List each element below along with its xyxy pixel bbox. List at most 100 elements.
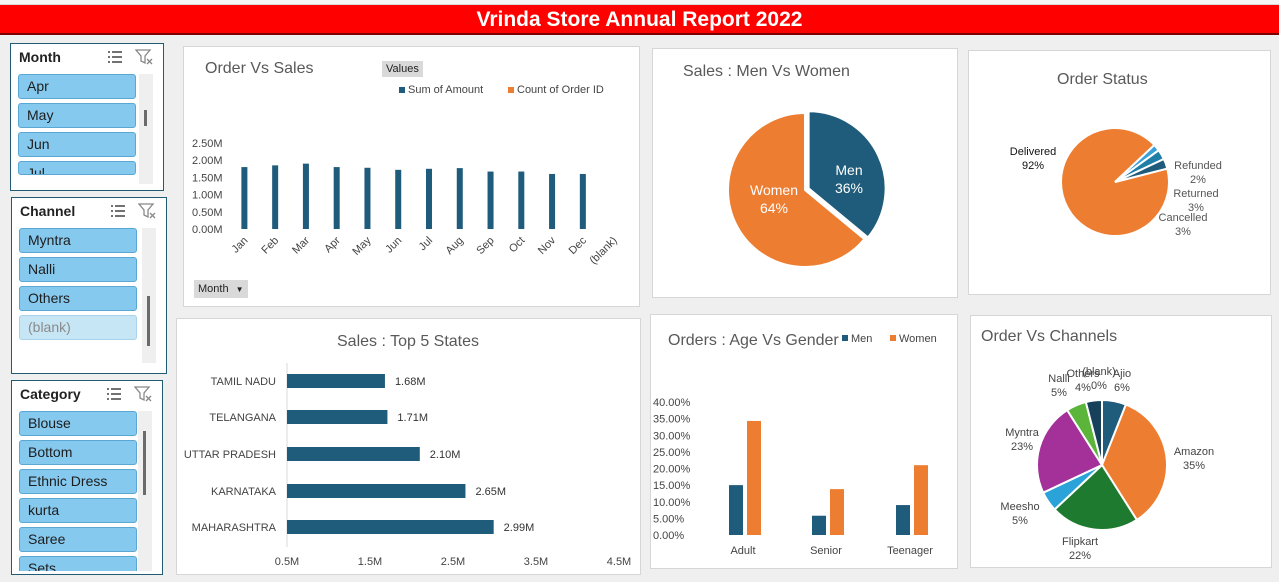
pie-slice	[1036, 408, 1104, 495]
x-tick-label: Senior	[810, 545, 842, 557]
y-tick-label: 1.50M	[192, 172, 223, 184]
slicer-item-ethnic-dress[interactable]: Ethnic Dress	[19, 469, 137, 494]
slicer-scrollbar[interactable]	[139, 74, 153, 184]
slice-label: Others	[1066, 368, 1100, 380]
x-tick-label: Sep	[474, 235, 496, 257]
legend-swatch	[890, 335, 896, 341]
slicer-item-blouse[interactable]: Blouse	[19, 411, 137, 436]
scroll-thumb[interactable]	[143, 431, 146, 495]
month-field-label: Month	[198, 283, 229, 295]
slice-label: (blank)	[1082, 366, 1116, 378]
pie-slice	[727, 111, 866, 268]
clear-filter-icon[interactable]	[135, 49, 153, 65]
data-label: 2.10M	[430, 449, 461, 461]
bar	[241, 167, 248, 229]
clear-filter-icon[interactable]	[134, 386, 152, 402]
slicer-item-jul[interactable]: Jul	[18, 161, 136, 175]
y-tick-label: 15.00%	[653, 480, 691, 492]
report-title: Vrinda Store Annual Report 2022	[0, 5, 1279, 35]
legend-label: Sum of Amount	[408, 84, 483, 96]
y-tick-label: 0.00M	[192, 224, 223, 236]
scroll-thumb[interactable]	[147, 296, 150, 346]
slicer-item-may[interactable]: May	[18, 103, 136, 128]
slice-value: 0%	[1091, 380, 1107, 392]
data-label: 1.71M	[397, 412, 428, 424]
bar	[518, 171, 525, 229]
top-states-panel: Sales : Top 5 States TAMIL NADU 1.68M TELA…	[176, 318, 641, 575]
x-tick-label: Aug	[444, 235, 466, 257]
slicer-item-nalli[interactable]: Nalli	[19, 257, 137, 282]
slice-value: 23%	[1011, 441, 1033, 453]
slice-value: 4%	[1075, 382, 1091, 394]
pie-slice	[1100, 403, 1168, 522]
bar	[487, 171, 494, 229]
bar	[287, 484, 466, 498]
bar	[729, 485, 743, 535]
chart-title: Order Vs Sales	[205, 60, 314, 77]
slice-value: 2%	[1190, 174, 1206, 186]
x-tick-label: 1.5M	[358, 556, 382, 568]
order-vs-sales-panel: Order Vs Sales Values Sum of Amount Count…	[183, 46, 640, 307]
slicer-item-jun[interactable]: Jun	[18, 132, 136, 157]
slice-value: 92%	[1022, 160, 1044, 172]
x-tick-label: Dec	[567, 234, 590, 257]
order-status-panel: Order Status Delivered 92% Refunded 2% Retur…	[968, 50, 1271, 295]
x-tick-label: (blank)	[587, 235, 619, 267]
slice-label: Cancelled	[1159, 212, 1208, 224]
slice-label: Women	[750, 182, 798, 198]
bar	[364, 167, 371, 229]
bar	[812, 515, 826, 535]
slicer-item-myntra[interactable]: Myntra	[19, 228, 137, 253]
bar	[747, 420, 761, 535]
x-tick-label: Jan	[229, 235, 250, 256]
slice-value: 3%	[1175, 226, 1191, 238]
y-tick-label: 0.00%	[653, 530, 684, 542]
slicer-scrollbar[interactable]	[138, 411, 152, 571]
slice-value: 35%	[1183, 460, 1205, 472]
bar	[333, 167, 340, 229]
slice-label: Amazon	[1174, 446, 1214, 458]
slicer-items: Blouse Bottom Ethnic Dress kurta Saree S…	[19, 411, 137, 571]
slice-label: Ajio	[1113, 368, 1131, 380]
sheet-grid-strip	[0, 0, 1279, 5]
x-tick-label: Jul	[417, 235, 435, 253]
bar	[272, 165, 279, 229]
slicer-item-sets[interactable]: Sets	[19, 556, 137, 571]
clear-filter-icon[interactable]	[138, 203, 156, 219]
category-label: MAHARASHTRA	[192, 522, 277, 534]
slicer-scrollbar[interactable]	[142, 228, 156, 363]
scroll-thumb[interactable]	[144, 110, 147, 126]
slicer-item-others[interactable]: Others	[19, 286, 137, 311]
x-tick-label: Adult	[730, 545, 755, 557]
channel-slicer: Channel Myntra Nalli Others (blank)	[11, 197, 167, 374]
pie-slice	[807, 110, 887, 239]
slicer-item-kurta[interactable]: kurta	[19, 498, 137, 523]
slicer-item-saree[interactable]: Saree	[19, 527, 137, 552]
dropdown-arrow-icon: ▼	[235, 285, 244, 294]
x-tick-label: 3.5M	[524, 556, 548, 568]
pie-slice	[1114, 157, 1169, 183]
order-channels-pie: Ajio 6% Amazon 35% Flipkart 22% Meesho 5% Myntra…	[1000, 366, 1214, 562]
age-gender-chart: Men Women 0.00% 5.00% 10.00% 15.00% 20.00% 25.0…	[653, 333, 937, 557]
x-tick-label: Oct	[507, 235, 528, 256]
slice-label: Meesho	[1000, 501, 1039, 513]
slice-value: 5%	[1012, 515, 1028, 527]
slice-value: 36%	[835, 180, 863, 196]
x-tick-label: Teenager	[887, 545, 933, 557]
values-field-button[interactable]: Values	[382, 61, 423, 77]
legend-label: Women	[899, 333, 937, 345]
top-states-chart: TAMIL NADU 1.68M TELANGANA 1.71M UTTAR PRADE…	[184, 363, 631, 568]
slicer-item-blank[interactable]: (blank)	[19, 315, 137, 340]
data-label: 2.99M	[504, 522, 535, 534]
slicer-item-bottom[interactable]: Bottom	[19, 440, 137, 465]
y-tick-label: 35.00%	[653, 414, 691, 426]
x-tick-label: 4.5M	[607, 556, 631, 568]
sales-gender-panel: Sales : Men Vs Women Men 36% Women 64%	[652, 48, 958, 298]
multi-select-icon[interactable]	[106, 387, 122, 401]
month-field-button[interactable]: Month ▼	[194, 280, 248, 298]
slicer-item-apr[interactable]: Apr	[18, 74, 136, 99]
legend-label: Men	[851, 333, 872, 345]
multi-select-icon[interactable]	[110, 204, 126, 218]
multi-select-icon[interactable]	[107, 50, 123, 64]
